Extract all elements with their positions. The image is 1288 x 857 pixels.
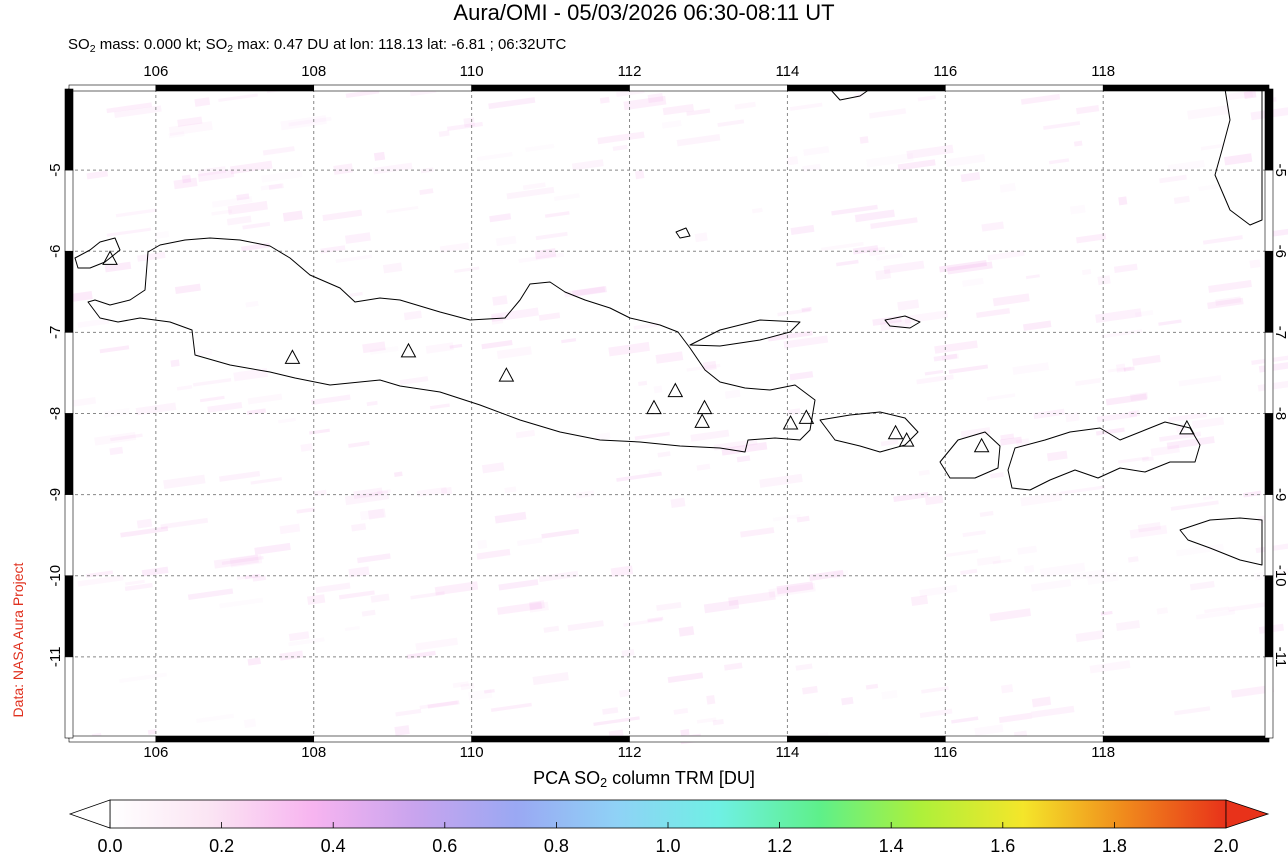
lon-tick-top: 114 (775, 63, 799, 80)
triangle-icon (784, 416, 798, 429)
lat-tick-left: -6 (47, 245, 64, 258)
lat-tick-right: -8 (1272, 407, 1288, 420)
so2-haze-layer (71, 85, 1288, 744)
lat-tick-left: -7 (47, 326, 64, 339)
lon-tick-top: 118 (1091, 63, 1115, 80)
lon-tick-bottom: 112 (618, 744, 642, 761)
triangle-icon (695, 414, 709, 427)
colorbar-label: 1.6 (990, 836, 1015, 857)
lon-tick-bottom: 108 (301, 744, 326, 761)
lat-tick-right: -5 (1272, 163, 1288, 176)
lat-tick-left: -9 (47, 488, 64, 501)
triangle-icon (975, 439, 989, 452)
lat-tick-right: -10 (1272, 565, 1288, 587)
volcano-markers (103, 251, 1194, 451)
coastlines (75, 89, 1262, 565)
lon-tick-top: 106 (143, 63, 168, 80)
colorbar-title: PCA SO2 column TRM [DU] (0, 768, 1288, 790)
triangle-icon (698, 401, 712, 414)
lon-tick-top: 110 (460, 63, 484, 80)
colorbar (70, 800, 1268, 828)
triangle-icon (647, 401, 661, 414)
lat-tick-left: -8 (47, 407, 64, 420)
lon-tick-top: 108 (301, 63, 326, 80)
triangle-icon (499, 368, 513, 381)
colorbar-high-arrow (1226, 800, 1268, 828)
triangle-icon (401, 344, 415, 357)
lat-tick-right: -9 (1272, 488, 1288, 501)
triangle-icon (900, 433, 914, 446)
colorbar-label: 1.4 (879, 836, 904, 857)
lon-tick-bottom: 118 (1091, 744, 1115, 761)
triangle-icon (285, 350, 299, 363)
colorbar-label: 1.2 (767, 836, 792, 857)
colorbar-label: 0.6 (432, 836, 457, 857)
lat-tick-left: -10 (47, 565, 64, 587)
lat-tick-right: -7 (1272, 326, 1288, 339)
lon-tick-bottom: 110 (460, 744, 484, 761)
triangle-icon (668, 384, 682, 397)
colorbar-label: 0.4 (321, 836, 346, 857)
colorbar-label: 0.2 (209, 836, 234, 857)
triangle-icon (889, 426, 903, 439)
colorbar-label: 0.0 (97, 836, 122, 857)
lon-tick-top: 116 (933, 63, 957, 80)
map-gridlines (69, 89, 1269, 738)
lat-tick-left: -5 (47, 163, 64, 176)
lon-tick-bottom: 114 (775, 744, 799, 761)
colorbar-low-arrow (70, 800, 110, 828)
colorbar-label: 1.0 (655, 836, 680, 857)
colorbar-label: 1.8 (1102, 836, 1127, 857)
lat-tick-right: -11 (1272, 647, 1288, 668)
lat-tick-left: -11 (47, 647, 64, 668)
lon-tick-bottom: 116 (933, 744, 957, 761)
lat-tick-right: -6 (1272, 245, 1288, 258)
lon-tick-top: 112 (618, 63, 642, 80)
colorbar-label: 0.8 (544, 836, 569, 857)
colorbar-label: 2.0 (1213, 836, 1238, 857)
lon-tick-bottom: 106 (143, 744, 168, 761)
